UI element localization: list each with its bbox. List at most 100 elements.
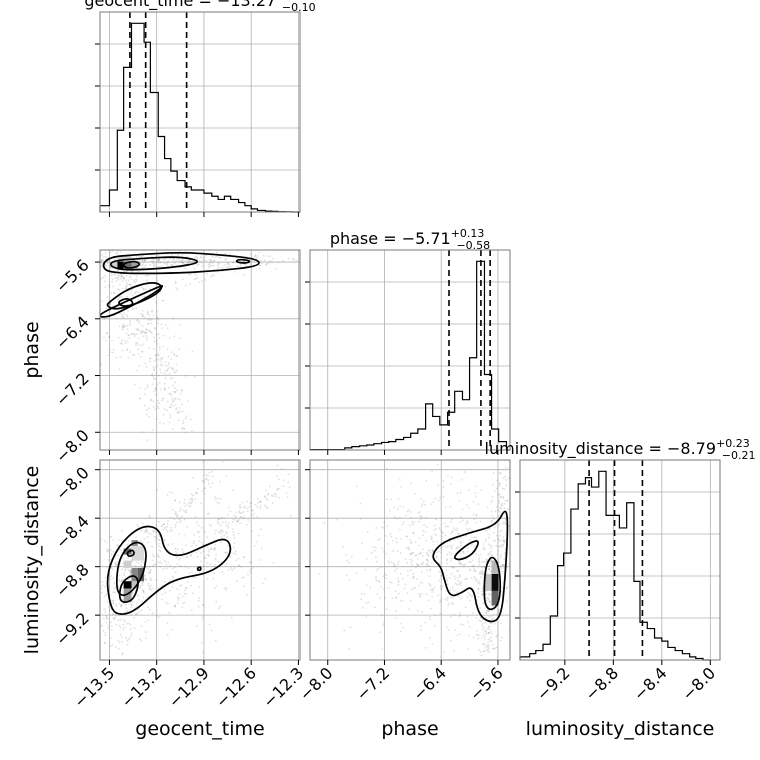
scatter-point [136,524,138,526]
scatter-point [168,392,171,395]
scatter-point [200,502,203,505]
scatter-point [142,335,145,338]
scatter-point [459,623,462,626]
scatter-point [200,256,203,259]
scatter-point [202,259,205,261]
scatter-point [210,548,212,550]
scatter-point [105,264,107,267]
scatter-point [166,633,169,636]
scatter-point [127,334,130,337]
scatter-point [199,256,202,259]
scatter-point [483,630,486,633]
scatter-point [440,551,443,554]
scatter-point [216,251,218,254]
scatter-point [146,439,149,442]
density-cell [131,546,145,561]
scatter-point [173,262,176,264]
contour [483,556,502,611]
scatter-point [451,596,454,599]
scatter-point [227,262,230,265]
scatter-point [426,569,428,572]
scatter-point [420,563,423,565]
scatter-point [462,624,465,626]
scatter-point [370,551,373,554]
scatter-point [155,340,158,343]
density-cell [117,261,124,269]
scatter-point [178,407,181,409]
scatter-point [128,637,131,640]
scatter-point [134,291,137,294]
scatter-point [147,407,150,410]
scatter-point [134,565,137,568]
contour [118,575,139,603]
scatter-point [101,253,103,256]
scatter-point [201,527,203,529]
scatter-point [233,514,236,517]
scatter-point [206,553,209,556]
scatter-point [490,636,493,639]
scatter-point [192,576,195,579]
scatter-point [399,630,402,633]
scatter-point [148,584,150,587]
scatter-point [417,564,420,566]
scatter-point [198,571,201,574]
scatter-point [490,632,493,635]
scatter-point [492,531,495,534]
scatter-point [176,411,179,414]
scatter-point [372,546,374,549]
scatter-point [126,348,128,351]
scatter-point [256,497,259,500]
scatter-point [420,505,423,507]
scatter-point [104,274,107,277]
scatter-point [141,522,144,525]
scatter-point [173,566,176,569]
scatter-point [468,594,471,597]
scatter-point [218,532,220,534]
scatter-point [116,252,119,255]
scatter-point [242,517,244,520]
scatter-point [118,297,120,300]
scatter-point [147,318,149,321]
scatter-point [127,334,130,336]
scatter-point [492,472,495,475]
scatter-point [140,312,143,315]
scatter-point [151,318,153,321]
scatter-point [485,529,488,532]
scatter-point [158,346,161,349]
y-tick-label: −8.4 [52,512,93,553]
scatter-point [397,560,400,563]
scatter-point [113,582,116,584]
scatter-point [503,507,506,509]
scatter-point [397,581,400,583]
scatter-point [246,510,249,513]
scatter-point [154,563,157,566]
scatter-point [283,479,286,482]
scatter-point [375,576,377,579]
scatter-point [125,637,127,640]
scatter-point [159,368,162,371]
scatter-point [179,411,182,414]
scatter-point [146,536,149,538]
scatter-point [471,559,474,562]
scatter-point [375,560,378,563]
scatter-point [207,482,210,485]
scatter-point [154,354,157,357]
scatter-point [135,612,137,615]
histogram-luminosity_distance [519,470,711,661]
scatter-point [238,511,241,514]
scatter-point [93,616,95,618]
scatter-point [105,616,108,619]
scatter-point [385,467,388,470]
scatter-point [504,512,506,515]
scatter-point [94,255,96,257]
scatter-point [414,492,416,495]
scatter-point [163,387,166,390]
scatter-point [168,611,171,614]
scatter-point [395,596,398,599]
scatter-point [428,615,431,618]
scatter-point [512,525,514,527]
scatter-point [163,540,166,542]
scatter-point [163,523,166,525]
scatter-point [451,586,454,589]
